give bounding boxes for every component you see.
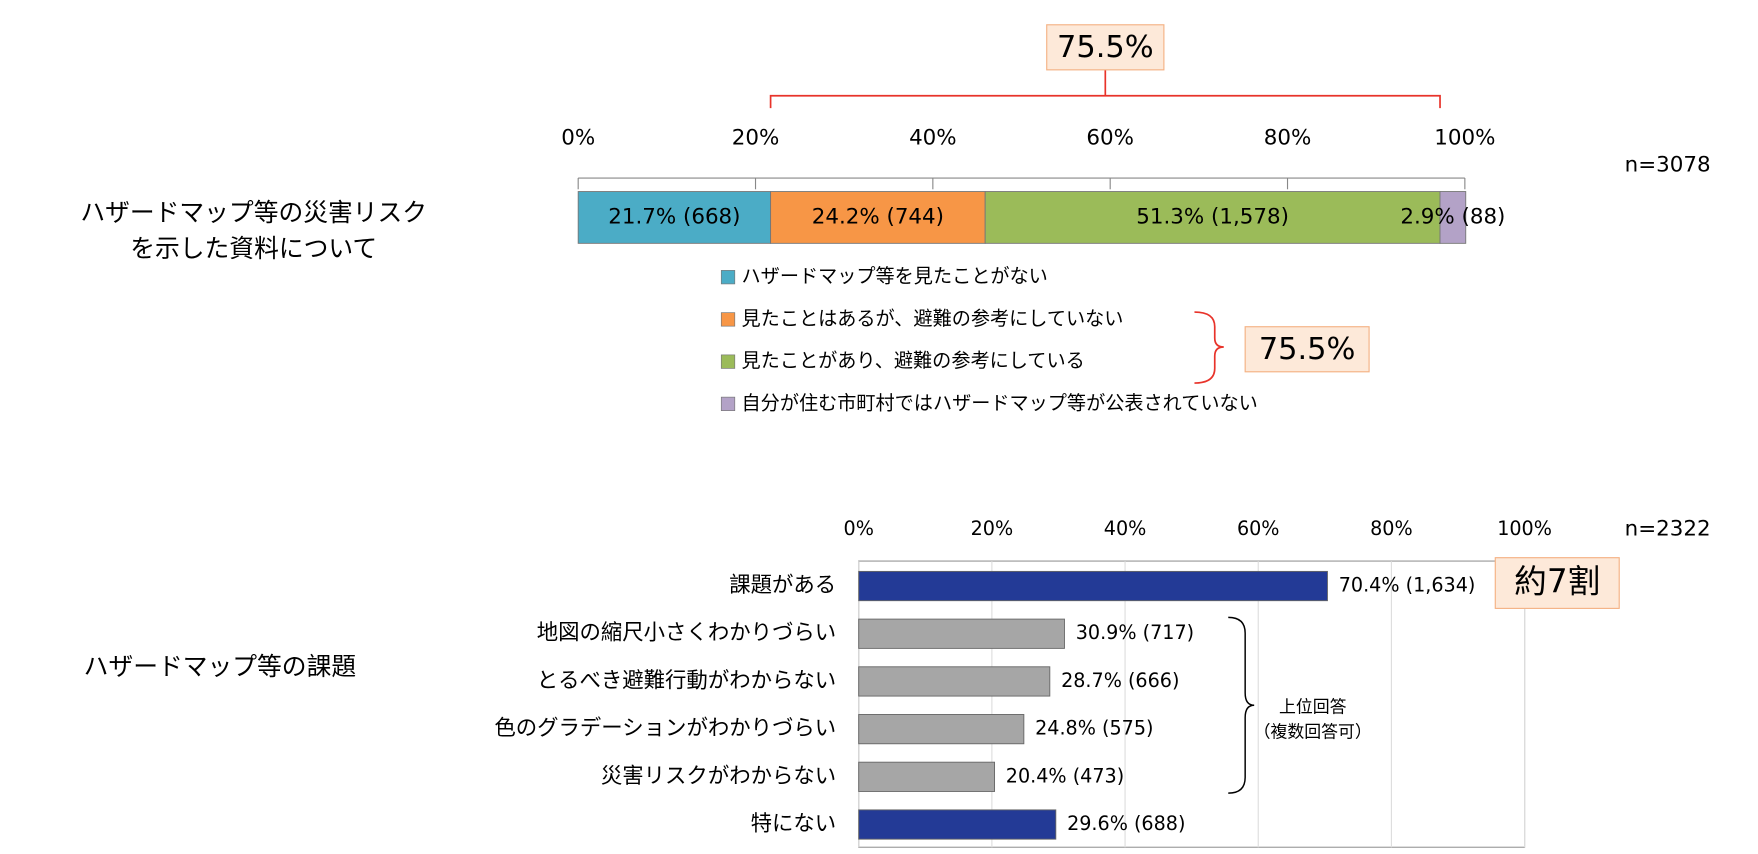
chart-title: ハザードマップ等の災害リスク — [80, 198, 427, 227]
x-tick-label: 60% — [1086, 126, 1134, 151]
annotation: （複数回答可） — [1254, 721, 1372, 741]
bar-segment — [770, 191, 986, 244]
bracket — [769, 69, 1441, 109]
data-label: 24.8% (575) — [1035, 717, 1153, 740]
x-tick-label: 40% — [909, 126, 957, 151]
annotation-box — [1494, 557, 1620, 609]
annotation: 上位回答 — [1279, 697, 1347, 717]
y-tick-label: 特にない — [751, 812, 837, 837]
legend-swatch — [720, 396, 736, 412]
x-tick-label: 100% — [1497, 517, 1552, 540]
bar — [858, 618, 1065, 649]
data-label: 70.4% (1,634) — [1339, 574, 1476, 597]
x-tick-label: 0% — [844, 517, 874, 540]
y-tick-label: 災害リスクがわからない — [601, 764, 836, 789]
annotation-box — [1046, 24, 1165, 71]
brace — [1228, 616, 1255, 794]
bar — [858, 666, 1051, 697]
bar-segment — [984, 191, 1441, 244]
brace — [1194, 311, 1224, 384]
data-label: 29.6% (688) — [1067, 812, 1185, 835]
plot-frame — [858, 560, 1526, 848]
x-tick-label: 0% — [561, 126, 595, 151]
data-label: 28.7% (666) — [1061, 669, 1179, 692]
x-tick-label: 100% — [1434, 126, 1495, 151]
bar — [858, 809, 1057, 840]
chart-title: ハザードマップ等の課題 — [84, 652, 356, 681]
data-label: 24.2% (744) — [812, 204, 944, 229]
x-tick-label: 80% — [1370, 517, 1413, 540]
legend-label: 自分が住む市町村ではハザードマップ等が公表されていない — [742, 391, 1258, 414]
x-tick-label: 20% — [732, 126, 780, 151]
legend-label: 見たことはあるが、避難の参考にしていない — [742, 307, 1124, 330]
chart-title: を示した資料について — [130, 234, 377, 263]
y-tick-label: 課題がある — [729, 573, 836, 598]
legend-label: 見たことがあり、避難の参考にしている — [742, 349, 1085, 372]
annotation: 約7割 — [1514, 563, 1600, 601]
n-label: n=3078 — [1625, 153, 1711, 178]
legend-label: ハザードマップ等を見たことがない — [742, 265, 1048, 288]
annotation: 75.5% — [1057, 30, 1154, 65]
y-tick-label: 地図の縮尺小さくわかりづらい — [537, 621, 836, 646]
n-label: n=2322 — [1625, 517, 1711, 542]
x-tick-label: 60% — [1237, 517, 1280, 540]
x-tick-label: 20% — [971, 517, 1014, 540]
y-tick-label: 色のグラデーションがわかりづらい — [494, 716, 836, 741]
bar — [858, 714, 1025, 745]
bar-segment — [1439, 191, 1467, 244]
data-label: 2.9% (88) — [1400, 204, 1505, 229]
annotation-box — [1244, 326, 1370, 373]
bar — [858, 761, 996, 792]
y-tick-label: とるべき避難行動がわからない — [537, 668, 836, 693]
legend-swatch — [720, 354, 736, 369]
data-label: 30.9% (717) — [1076, 621, 1194, 644]
bar-segment — [577, 191, 772, 244]
data-label: 51.3% (1,578) — [1136, 204, 1289, 229]
legend-swatch — [720, 312, 736, 327]
x-tick-label: 80% — [1264, 126, 1312, 151]
data-label: 21.7% (668) — [608, 204, 740, 229]
x-tick-label: 40% — [1104, 517, 1147, 540]
data-label: 20.4% (473) — [1006, 764, 1124, 787]
annotation: 75.5% — [1259, 332, 1356, 367]
legend-swatch — [720, 270, 736, 285]
bar — [858, 570, 1328, 602]
